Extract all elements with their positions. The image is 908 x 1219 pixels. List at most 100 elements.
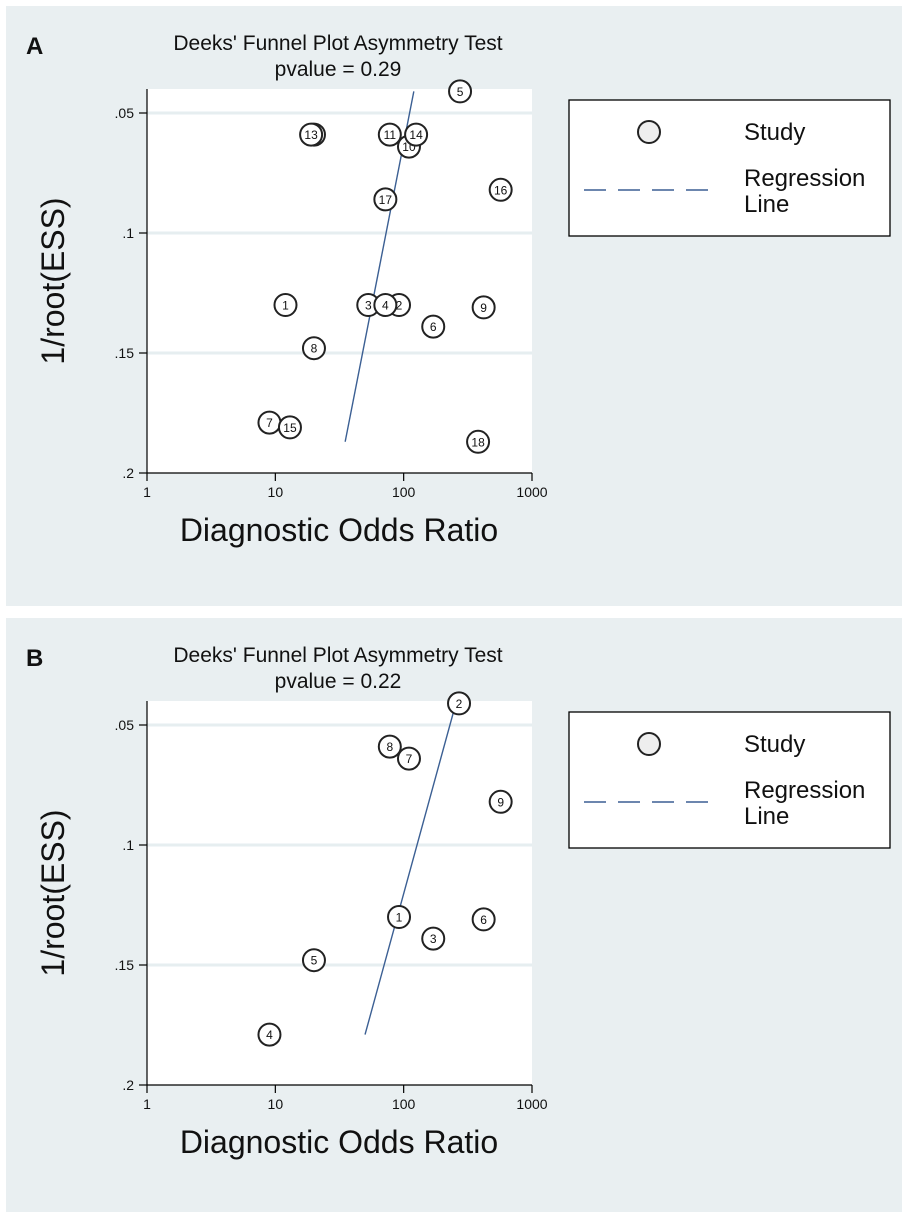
x-tick-label: 10 [268,1096,284,1112]
x-axis-title: Diagnostic Odds Ratio [180,512,498,548]
study-label: 4 [266,1028,273,1042]
y-tick-label: .2 [122,465,134,481]
study-label: 7 [406,752,413,766]
study-label: 1 [282,299,289,313]
study-label: 8 [311,342,318,356]
study-point-4: 4 [373,293,398,317]
study-marker [448,79,473,104]
study-point-17: 17 [373,187,398,212]
study-label: 15 [283,421,297,435]
y-axis-title: 1/root(ESS) [35,197,71,364]
study-marker [488,789,513,814]
study-label: 6 [480,913,487,927]
study-marker [471,295,496,320]
study-marker [488,177,513,202]
legend-study-marker [637,120,661,144]
study-point-13: 13 [299,122,324,147]
y-tick-label: .15 [115,345,135,361]
study-label: 2 [396,299,403,313]
study-point-7: 7 [396,746,421,771]
legend-study-marker [637,732,661,756]
study-label: 2 [456,697,463,711]
study-marker [421,926,446,951]
study-label: 16 [494,183,508,197]
study-point-8: 8 [377,734,402,759]
study-point-15: 15 [277,415,302,440]
plot-area [147,701,532,1085]
regression-line [364,703,457,1035]
study-label: 8 [386,740,393,754]
study-label: 14 [409,128,423,142]
study-marker [373,187,398,212]
plot-area [147,89,532,473]
chart-title: Deeks' Funnel Plot Asymmetry Test [173,32,502,55]
study-label: 13 [304,128,318,142]
legend-box [568,99,891,237]
x-tick-label: 1 [143,484,151,500]
study-marker [257,1022,282,1047]
study-point-16: 16 [488,177,513,202]
legend-regression-label-2: Line [744,803,789,830]
study-label: 1 [396,911,403,925]
study-label: 3 [365,299,372,313]
legend-study-label: Study [744,119,805,146]
study-point-14: 14 [404,122,429,147]
y-tick-label: .05 [115,717,135,733]
panel-a: A Deeks' Funnel Plot Asymmetry Test pvalue… [6,6,902,606]
panel-b: B Deeks' Funnel Plot Asymmetry Test pvalue… [6,618,902,1212]
y-tick-label: .1 [122,225,134,241]
legend-regression-label-2: Line [744,191,789,218]
study-marker [471,907,496,932]
study-point-9: 9 [471,295,496,320]
study-point-5: 5 [448,79,473,104]
legend-study-label: Study [744,731,805,758]
study-marker [301,948,326,973]
x-tick-label: 100 [392,484,416,500]
study-marker [373,293,398,317]
x-tick-label: 10 [268,484,284,500]
study-label: 6 [430,320,437,334]
study-point-1: 1 [387,905,412,929]
chart-title: Deeks' Funnel Plot Asymmetry Test [173,644,502,667]
study-label: 5 [457,85,464,99]
chart-subtitle: pvalue = 0.22 [275,670,402,693]
x-tick-label: 1000 [516,484,547,500]
study-label: 7 [266,416,273,430]
chart-subtitle: pvalue = 0.29 [275,58,402,81]
study-marker [466,429,491,454]
legend-box [568,711,891,849]
study-marker [387,905,412,929]
study-marker [299,122,324,147]
study-marker [273,293,298,317]
y-tick-label: .1 [122,837,134,853]
y-tick-label: .15 [115,957,135,973]
study-label: 5 [311,954,318,968]
x-tick-label: 100 [392,1096,416,1112]
x-axis-title: Diagnostic Odds Ratio [180,1124,498,1160]
study-marker [277,415,302,440]
study-label: 9 [497,795,504,809]
legend-regression-label: Regression [744,165,865,192]
study-marker [447,691,472,716]
x-tick-label: 1 [143,1096,151,1112]
funnel-plot-b: B Deeks' Funnel Plot Asymmetry Test pvalue… [6,618,902,1212]
study-marker [377,734,402,759]
panel-letter: A [26,33,43,60]
study-point-6: 6 [471,907,496,932]
study-marker [301,336,326,361]
study-point-8: 8 [301,336,326,361]
study-point-2: 2 [447,691,472,716]
study-marker [377,122,402,147]
y-tick-label: .05 [115,105,135,121]
study-point-7: 7 [257,410,282,435]
study-marker [396,746,421,771]
x-tick-label: 1000 [516,1096,547,1112]
study-point-3: 3 [421,926,446,951]
study-point-5: 5 [301,948,326,973]
study-label: 3 [430,932,437,946]
study-point-18: 18 [466,429,491,454]
study-label: 4 [382,299,389,313]
